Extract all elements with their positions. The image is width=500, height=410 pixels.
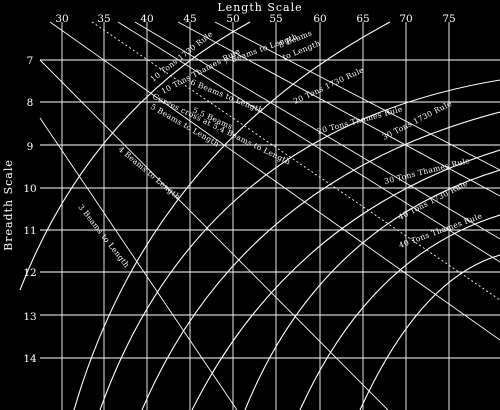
x-tick-label: 60 <box>313 13 326 25</box>
curve-20-tons-1730 <box>99 79 500 410</box>
x-tick-label: 55 <box>269 13 282 25</box>
curve-30-tons-1730 <box>191 149 500 410</box>
ratio-line-4-beams <box>39 59 389 410</box>
y-axis-title: Breadth Scale <box>2 159 15 251</box>
ratio-labels: 8 Beams to Length 7 Beams to Length 6 Be… <box>76 28 321 269</box>
curve-40-tons-thames <box>359 254 500 410</box>
ratio-line-7-beams <box>177 21 500 197</box>
ratio-label-4-beams: 4 Beams to Length <box>117 145 182 202</box>
x-tick-label: 45 <box>183 13 196 25</box>
ratio-line-5-5-beams <box>117 21 500 263</box>
x-tick-label: 70 <box>399 13 412 25</box>
y-tick-label: 7 <box>27 55 34 67</box>
ratio-lines <box>39 21 500 410</box>
y-tick-label: 9 <box>27 141 34 153</box>
y-tick-label: 10 <box>23 183 36 195</box>
y-tick-labels: 7 8 9 10 11 12 13 14 <box>23 55 37 365</box>
y-tick-label: 14 <box>23 353 37 365</box>
tonnage-curves <box>19 21 500 410</box>
curve-labels: 10 Tons 1730 Rule 10 Tons Thames Rule 20… <box>149 29 484 250</box>
y-tick-label: 12 <box>23 267 36 279</box>
curve-20-tons-thames <box>141 111 500 410</box>
grid <box>40 22 500 410</box>
x-tick-label: 65 <box>356 13 369 25</box>
ratio-line-6-beams <box>134 21 500 240</box>
curve-30-tons-thames <box>244 169 500 410</box>
y-tick-label: 13 <box>23 311 36 323</box>
curve-label-20-tons-1730: 20 Tons 1730 Rule <box>292 65 365 106</box>
y-tick-label: 11 <box>23 225 36 237</box>
curve-label-30-tons-1730: 30 Tons 1730 Rule <box>381 99 454 142</box>
curve-label-30-tons-thames: 30 Tons Thames Rule <box>383 156 471 186</box>
x-tick-label: 40 <box>140 13 153 25</box>
x-tick-label: 30 <box>55 13 68 25</box>
x-tick-label: 35 <box>97 13 110 25</box>
x-tick-labels: 30 35 40 45 50 55 60 65 70 75 <box>55 13 455 25</box>
x-tick-label: 75 <box>442 13 455 25</box>
curve-10-tons-thames <box>73 21 391 410</box>
ratio-line-5-beams <box>49 21 500 341</box>
ratio-line-5-4-beams-dashed <box>91 21 500 301</box>
x-axis-title: Length Scale <box>217 1 302 14</box>
curve-10-tons-1730 <box>19 21 251 291</box>
ratio-line-3-beams <box>39 117 238 410</box>
curve-40-tons-1730 <box>299 214 500 410</box>
curve-label-40-tons-1730: 40 Tons 1730 Rule <box>397 179 470 222</box>
x-tick-label: 50 <box>226 13 239 25</box>
y-tick-label: 8 <box>27 97 34 109</box>
ratio-line-8-beams <box>214 21 500 171</box>
